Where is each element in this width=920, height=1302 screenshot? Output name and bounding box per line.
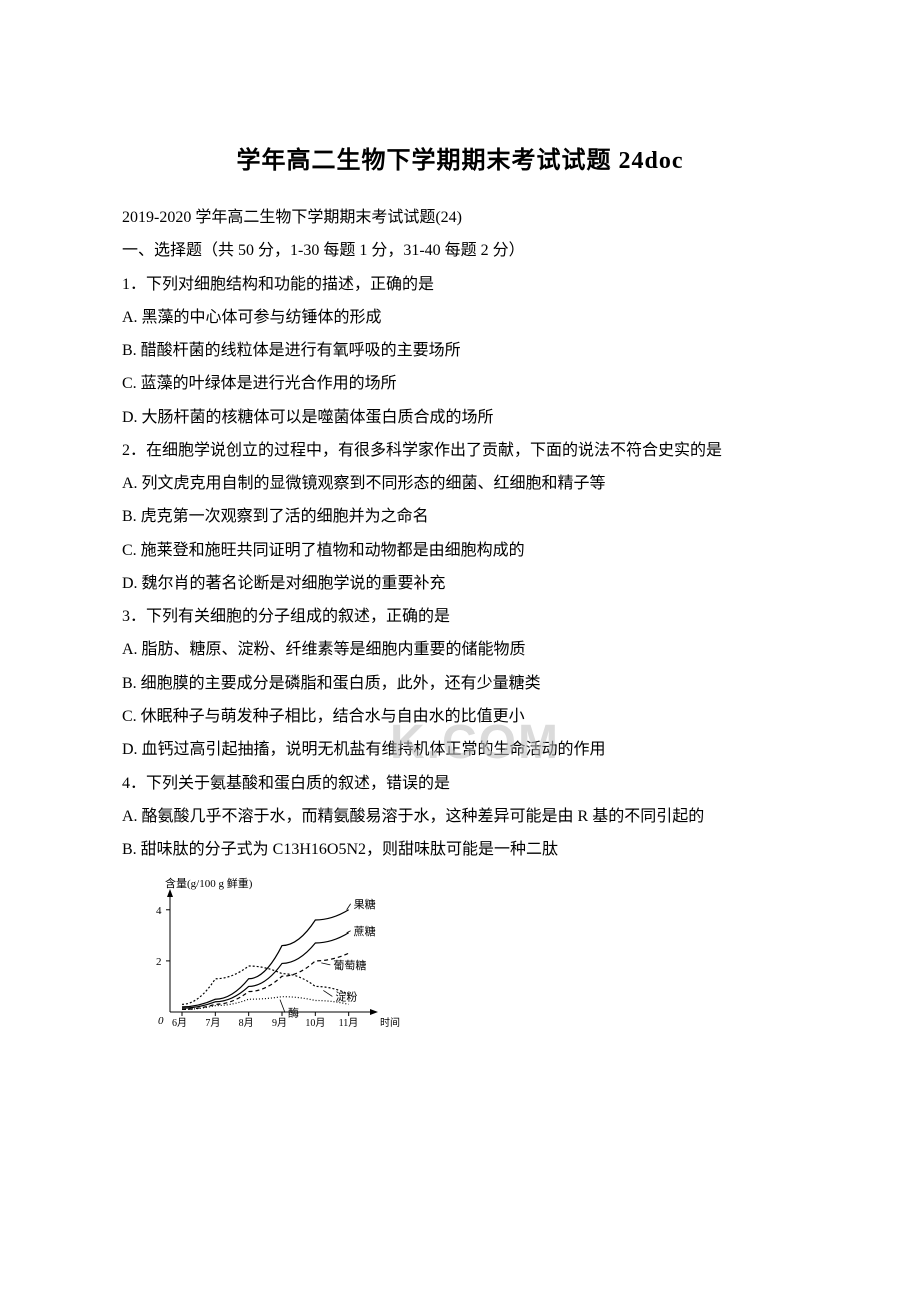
q3-option-a: A. 脂肪、糖原、淀粉、纤维素等是细胞内重要的储能物质	[90, 633, 830, 666]
q3-option-c: C. 休眠种子与萌发种子相比，结合水与自由水的比值更小	[90, 700, 830, 733]
q2: 2．在细胞学说创立的过程中，有很多科学家作出了贡献，下面的说法不符合史实的是	[90, 434, 830, 467]
q1-option-a: A. 黑藻的中心体可参与纺锤体的形成	[90, 301, 830, 334]
q3-option-d: D. 血钙过高引起抽搐，说明无机盐有维持机体正常的生命活动的作用	[90, 733, 830, 766]
document-title: 学年高二生物下学期期末考试试题 24doc	[90, 140, 830, 175]
q4-option-b: B. 甜味肽的分子式为 C13H16O5N2，则甜味肽可能是一种二肽	[90, 833, 830, 866]
svg-text:蔗糖: 蔗糖	[354, 924, 376, 938]
svg-text:7月: 7月	[205, 1017, 220, 1029]
q2-option-b: B. 虎克第一次观察到了活的细胞并为之命名	[90, 500, 830, 533]
svg-text:4: 4	[156, 905, 162, 917]
svg-text:9月: 9月	[272, 1017, 287, 1029]
svg-text:8月: 8月	[239, 1017, 254, 1029]
q1-option-d: D. 大肠杆菌的核糖体可以是噬菌体蛋白质合成的场所	[90, 401, 830, 434]
sugar-content-chart: 含量(g/100 g 鲜重) 0 2 4 6月 7月 8月 9月 10月 11月 时间 果糖蔗糖葡萄糖…	[140, 872, 830, 1037]
svg-text:果糖: 果糖	[354, 897, 376, 911]
svg-text:6月: 6月	[172, 1017, 187, 1029]
section-header: 一、选择题（共 50 分，1-30 每题 1 分，31-40 每题 2 分）	[90, 234, 830, 267]
exam-header: 2019-2020 学年高二生物下学期期末考试试题(24)	[90, 201, 830, 234]
svg-text:10月: 10月	[305, 1017, 325, 1029]
q4-option-a: A. 酪氨酸几乎不溶于水，而精氨酸易溶于水，这种差异可能是由 R 基的不同引起的	[90, 800, 830, 833]
q1-option-c: C. 蓝藻的叶绿体是进行光合作用的场所	[90, 367, 830, 400]
svg-text:含量(g/100 g 鲜重): 含量(g/100 g 鲜重)	[165, 876, 253, 890]
q3-option-b: B. 细胞膜的主要成分是磷脂和蛋白质，此外，还有少量糖类	[90, 667, 830, 700]
q4: 4．下列关于氨基酸和蛋白质的叙述，错误的是	[90, 767, 830, 800]
q2-option-d: D. 魏尔肖的著名论断是对细胞学说的重要补充	[90, 567, 830, 600]
svg-text:2: 2	[156, 956, 162, 968]
q2-option-a: A. 列文虎克用自制的显微镜观察到不同形态的细菌、红细胞和精子等	[90, 467, 830, 500]
q2-option-c: C. 施莱登和施旺共同证明了植物和动物都是由细胞构成的	[90, 534, 830, 567]
q1: 1．下列对细胞结构和功能的描述，正确的是	[90, 268, 830, 301]
svg-text:酶: 酶	[288, 1007, 299, 1020]
q1-option-b: B. 醋酸杆菌的线粒体是进行有氧呼吸的主要场所	[90, 334, 830, 367]
svg-text:时间: 时间	[380, 1016, 400, 1029]
svg-text:淀粉: 淀粉	[335, 990, 357, 1004]
svg-text:11月: 11月	[339, 1017, 359, 1029]
svg-text:葡萄糖: 葡萄糖	[333, 958, 366, 972]
svg-text:0: 0	[158, 1015, 164, 1027]
q3: 3．下列有关细胞的分子组成的叙述，正确的是	[90, 600, 830, 633]
